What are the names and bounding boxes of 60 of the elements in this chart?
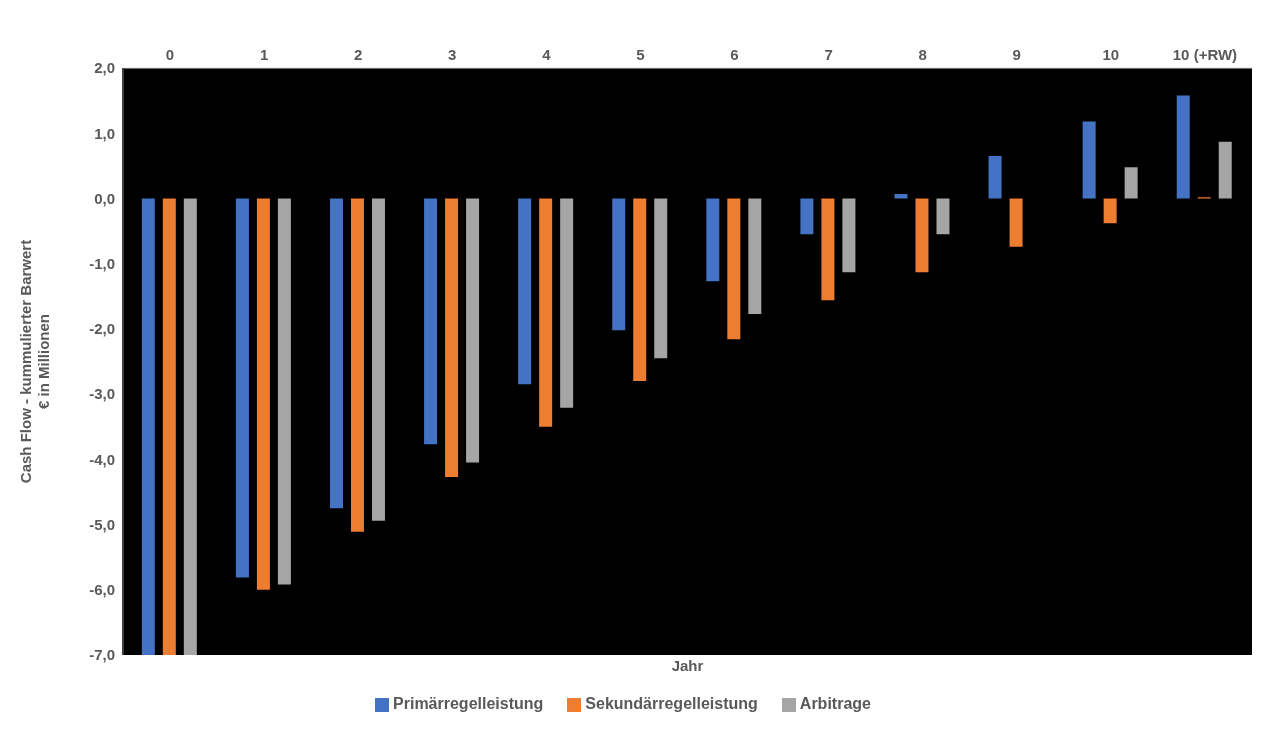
bar (842, 198, 856, 273)
bar (1103, 198, 1117, 224)
bar (800, 198, 814, 235)
bar (539, 198, 553, 427)
bar (466, 198, 480, 463)
y-tick-label: -6,0 (89, 581, 115, 599)
y-tick-label: -4,0 (89, 450, 115, 468)
bar (350, 198, 364, 532)
legend-label: Arbitrage (799, 695, 871, 712)
x-tick-label: 1 (259, 46, 269, 63)
y-tick-label: -1,0 (89, 254, 115, 272)
x-tick-label: 10 (1102, 46, 1120, 63)
bar (612, 198, 626, 331)
bar (915, 198, 929, 273)
bar (445, 198, 459, 477)
x-axis-title: Jahr (671, 656, 704, 674)
bar (518, 198, 532, 385)
x-tick-label: 2 (354, 46, 363, 63)
legend-label: Sekundärregelleistung (585, 695, 758, 712)
x-tick-label: 6 (730, 46, 739, 63)
bar (1082, 121, 1096, 199)
bar (1176, 95, 1190, 199)
bar (1124, 167, 1138, 199)
bar (277, 198, 291, 585)
x-tick-label: 7 (824, 46, 833, 63)
y-tick-label: 1,0 (94, 124, 115, 142)
bar (162, 198, 176, 655)
bar (936, 198, 950, 235)
y-tick-label: -2,0 (89, 320, 115, 338)
bar (1009, 198, 1023, 247)
bar (256, 198, 270, 590)
y-tick-label: -5,0 (89, 515, 115, 533)
y-tick-label: -7,0 (89, 646, 115, 664)
y-tick-label: 0,0 (94, 189, 115, 207)
bar (654, 198, 668, 359)
x-tick-label: 4 (542, 46, 552, 63)
y-tick-label: -3,0 (89, 385, 115, 403)
bar (1218, 141, 1232, 199)
bar (329, 198, 343, 509)
bar (706, 198, 720, 282)
bar (141, 198, 155, 655)
legend-label: Primärregelleistung (393, 695, 544, 712)
bar (371, 198, 385, 521)
bar (235, 198, 249, 578)
bar (727, 198, 741, 340)
bar (748, 198, 762, 314)
bar (988, 156, 1002, 199)
x-tick-label: 3 (448, 46, 457, 63)
bar (183, 198, 197, 655)
bar (560, 198, 574, 408)
bar (821, 198, 835, 301)
bar (424, 198, 438, 445)
x-tick-label: 5 (636, 46, 645, 63)
x-tick-label: 9 (1012, 46, 1021, 63)
y-axis-title: Cash Flow - kummulierter Barwert € in Millionen (17, 239, 52, 484)
bar (633, 198, 647, 382)
x-tick-label: 10 (+RW) (1172, 46, 1238, 63)
x-tick-label: 8 (918, 46, 927, 63)
y-tick-label: 2,0 (94, 59, 115, 77)
x-tick-label: 0 (165, 46, 175, 63)
